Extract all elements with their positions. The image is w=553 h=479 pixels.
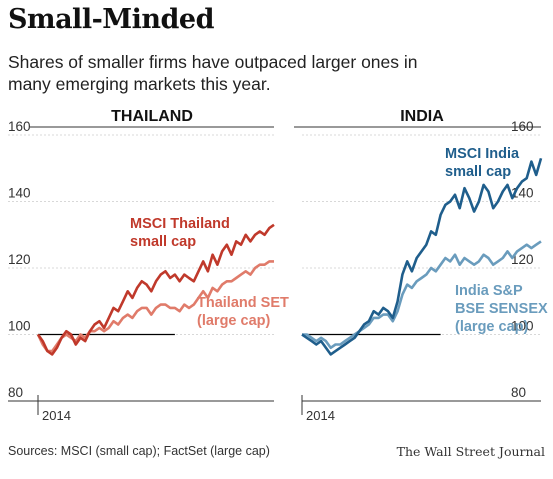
series-label-thailand_large-line1: Thailand SET [197, 295, 289, 311]
y-tick-india-100: 100 [511, 319, 534, 334]
series-label-india_small-line1: MSCI India [445, 146, 520, 162]
series-line-thailand-large-cap [36, 260, 274, 353]
y-tick-thailand-80: 80 [8, 385, 23, 400]
panel-title-india: INDIA [400, 108, 444, 125]
series-label-thailand_small-line1: MSCI Thailand [130, 216, 230, 232]
y-tick-thailand-100: 100 [8, 319, 31, 334]
y-tick-india-120: 120 [511, 252, 534, 267]
y-tick-thailand-140: 140 [8, 186, 31, 201]
panel-title-thailand: THAILAND [111, 108, 193, 125]
series-line-india-large-cap [302, 240, 542, 350]
series-label-india_large-line3: (large cap) [455, 319, 528, 335]
chart-subtitle: Shares of smaller firms have outpaced la… [8, 52, 418, 94]
series-label-india_large-line2: BSE SENSEX [455, 301, 548, 317]
series-label-india_large-line1: India S&P [455, 283, 523, 299]
x-label-thailand: 2014 [42, 408, 71, 423]
y-tick-thailand-120: 120 [8, 252, 31, 267]
y-tick-india-160: 160 [511, 119, 534, 134]
sources-note: Sources: MSCI (small cap); FactSet (larg… [8, 444, 270, 458]
series-label-thailand_large-line2: (large cap) [197, 313, 270, 329]
series-line-india-small-cap [301, 157, 543, 356]
publication-credit: The Wall Street Journal [396, 444, 545, 459]
chart-title: Small-Minded [8, 4, 215, 35]
series-label-thailand_small-line2: small cap [130, 234, 196, 250]
y-tick-india-80: 80 [511, 385, 526, 400]
series-line-thailand-small-cap [36, 223, 275, 356]
y-tick-thailand-160: 160 [8, 119, 31, 134]
series-label-india_small-line2: small cap [445, 164, 511, 180]
x-label-india: 2014 [306, 408, 335, 423]
